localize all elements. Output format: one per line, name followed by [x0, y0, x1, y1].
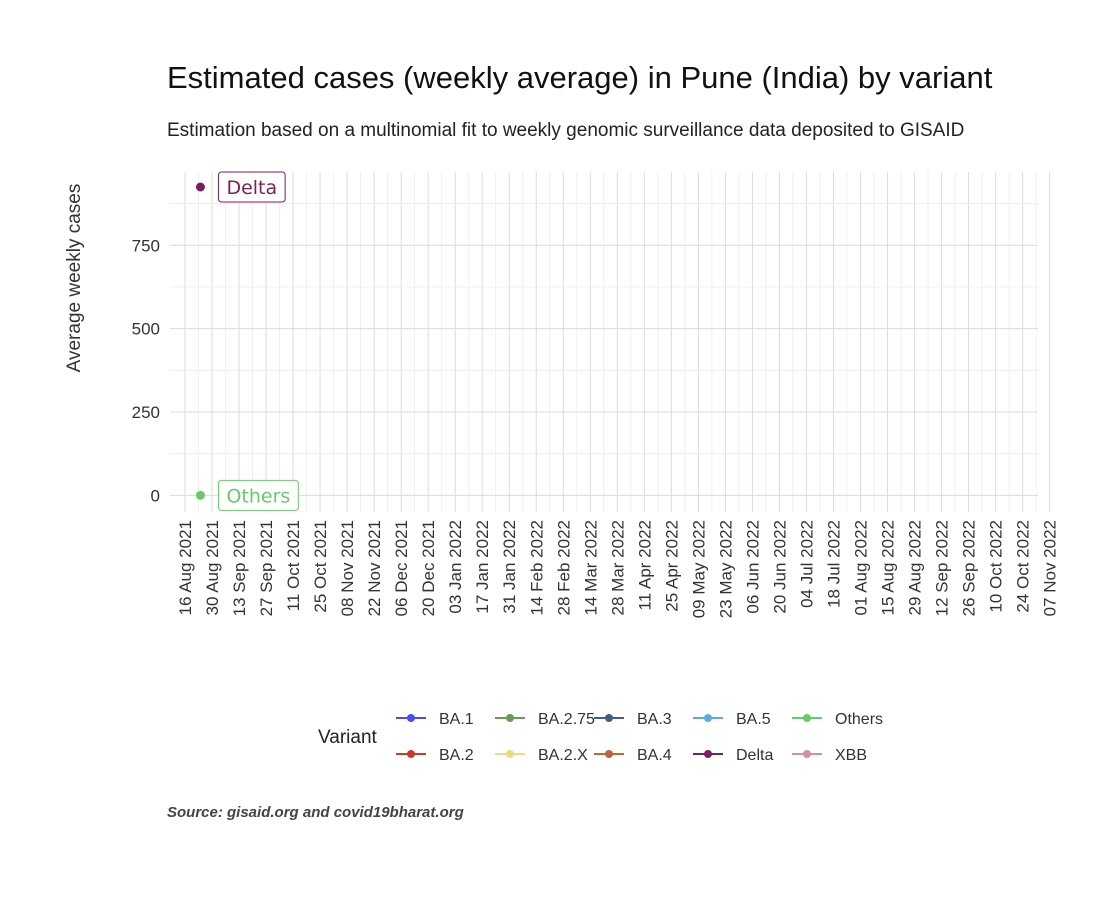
legend-key-point: [605, 714, 613, 722]
x-tick-label: 20 Jun 2022: [770, 520, 789, 614]
x-tick-label: 09 May 2022: [689, 520, 708, 618]
x-tick-label: 22 Nov 2021: [365, 520, 384, 616]
x-tick-label: 30 Aug 2021: [203, 520, 222, 615]
legend-item-ba-3: BA.3: [594, 711, 672, 728]
x-tick-label: 04 Jul 2022: [797, 520, 816, 608]
chart-title: Estimated cases (weekly average) in Pune…: [167, 60, 993, 95]
legend-item-others: Others: [792, 711, 883, 728]
legend-item-ba-2-x: BA.2.X: [495, 747, 588, 764]
x-tick-label: 10 Oct 2022: [987, 520, 1006, 613]
x-tick-label: 06 Dec 2021: [392, 520, 411, 616]
end-label-delta: Delta: [217, 171, 286, 203]
x-tick-label: 12 Sep 2022: [933, 520, 952, 616]
data-point-others: [195, 490, 205, 500]
end-label-box: [217, 171, 286, 203]
x-tick-label: 07 Nov 2022: [1041, 520, 1060, 616]
x-tick-label: 11 Oct 2021: [284, 520, 303, 611]
legend-item-ba-1: BA.1: [396, 711, 474, 728]
legend-label: BA.4: [637, 747, 672, 764]
legend-label: BA.5: [736, 711, 771, 728]
x-tick-label: 01 Aug 2022: [852, 520, 871, 615]
x-tick-label: 28 Feb 2022: [554, 520, 573, 615]
y-axis-label: Average weekly cases: [64, 184, 85, 373]
x-tick-label: 25 Apr 2022: [662, 520, 681, 612]
x-tick-label: 16 Aug 2021: [176, 520, 195, 615]
legend-key-point: [605, 750, 613, 758]
legend-key-point: [506, 750, 514, 758]
data-points: [195, 182, 205, 500]
x-tick-label: 25 Oct 2021: [311, 520, 330, 613]
legend-label: BA.3: [637, 711, 672, 728]
legend: Variant BA.1 BA.2.75 BA.3 BA.5 Others BA.2 BA.…: [318, 711, 883, 764]
legend-label: BA.2.75: [538, 711, 595, 728]
x-tick-label: 13 Sep 2021: [230, 520, 249, 616]
grid: [170, 172, 1051, 512]
x-tick-label: 23 May 2022: [716, 520, 735, 618]
legend-label: BA.2.X: [538, 747, 588, 764]
legend-item-ba-4: BA.4: [594, 747, 672, 764]
legend-title: Variant: [318, 727, 378, 748]
end-label-box: [217, 479, 299, 511]
end-label-text: Delta: [226, 177, 277, 199]
x-tick-label: 18 Jul 2022: [824, 520, 843, 608]
y-tick-label: 0: [151, 486, 160, 505]
x-tick-label: 08 Nov 2021: [338, 520, 357, 616]
legend-item-xbb: XBB: [792, 747, 867, 764]
legend-label: BA.1: [439, 711, 474, 728]
y-tick-label: 250: [132, 403, 160, 422]
x-tick-label: 26 Sep 2022: [960, 520, 979, 616]
end-label-text: Others: [226, 485, 290, 507]
legend-item-ba-2: BA.2: [396, 747, 474, 764]
end-labels: Delta Others: [217, 171, 299, 511]
x-axis-ticks: 16 Aug 2021 30 Aug 2021 13 Sep 2021 27 Sep …: [176, 520, 1060, 618]
chart-subtitle: Estimation based on a multinomial fit to…: [167, 120, 964, 141]
legend-label: XBB: [835, 747, 867, 764]
x-tick-label: 27 Sep 2021: [257, 520, 276, 616]
y-axis-ticks: 0 250 500 750: [132, 236, 160, 505]
x-tick-label: 31 Jan 2022: [500, 520, 519, 614]
x-tick-label: 28 Mar 2022: [608, 520, 627, 615]
x-tick-label: 20 Dec 2021: [419, 520, 438, 616]
legend-key-point: [506, 714, 514, 722]
x-tick-label: 03 Jan 2022: [446, 520, 465, 614]
legend-label: Others: [835, 711, 883, 728]
legend-item-ba-5: BA.5: [693, 711, 771, 728]
legend-key-point: [803, 750, 811, 758]
legend-item-ba-2-75: BA.2.75: [495, 711, 595, 728]
legend-key-point: [704, 714, 712, 722]
legend-key-point: [407, 714, 415, 722]
legend-item-delta: Delta: [693, 747, 773, 764]
source-caption: Source: gisaid.org and covid19bharat.org: [167, 804, 464, 821]
y-tick-label: 750: [132, 236, 160, 255]
x-tick-label: 17 Jan 2022: [473, 520, 492, 614]
legend-key-point: [407, 750, 415, 758]
x-tick-label: 06 Jun 2022: [743, 520, 762, 614]
legend-key-point: [704, 750, 712, 758]
legend-label: BA.2: [439, 747, 474, 764]
x-tick-label: 14 Feb 2022: [527, 520, 546, 615]
end-label-others: Others: [217, 479, 299, 511]
y-tick-label: 500: [132, 320, 160, 339]
legend-label: Delta: [736, 747, 773, 764]
x-tick-label: 24 Oct 2022: [1014, 520, 1033, 613]
x-tick-label: 14 Mar 2022: [581, 520, 600, 615]
legend-key-point: [803, 714, 811, 722]
x-tick-label: 29 Aug 2022: [906, 520, 925, 615]
x-tick-label: 11 Apr 2022: [635, 520, 654, 610]
data-point-delta: [195, 182, 205, 192]
x-tick-label: 15 Aug 2022: [879, 520, 898, 615]
